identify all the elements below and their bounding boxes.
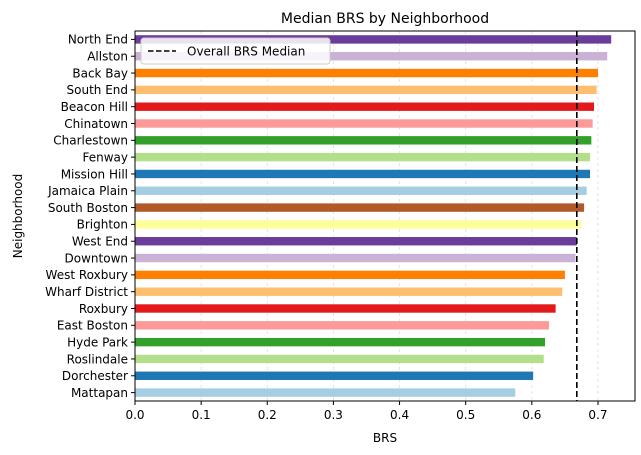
y-tick-label: West End — [72, 235, 128, 249]
y-tick-label: Wharf District — [45, 285, 128, 299]
y-tick-label: Beacon Hill — [61, 100, 128, 114]
bar — [135, 169, 591, 179]
x-tick-label: 0.4 — [390, 408, 409, 422]
y-tick-label: Brighton — [77, 218, 128, 232]
y-tick-label: South Boston — [48, 201, 128, 215]
y-tick-label: Back Bay — [72, 66, 128, 80]
y-tick-label: North End — [68, 33, 128, 47]
legend: Overall BRS Median — [140, 37, 331, 65]
bar — [135, 253, 576, 263]
bar — [135, 270, 565, 280]
bar — [135, 119, 593, 128]
y-tick-label: Roslindale — [67, 352, 128, 366]
bar — [135, 68, 598, 78]
x-tick-label: 0.6 — [522, 408, 541, 422]
y-tick-label: West Roxbury — [46, 268, 128, 282]
x-tick-label: 0.5 — [456, 408, 475, 422]
bar — [135, 354, 544, 364]
x-axis-ticks: 0.0 0.1 0.2 0.3 0.4 0.5 0.6 0.7 — [125, 401, 608, 422]
y-tick-label: Charlestown — [53, 134, 128, 148]
bar — [135, 388, 516, 397]
bar — [135, 371, 534, 380]
bar — [135, 321, 550, 330]
chart-title: Median BRS by Neighborhood — [281, 11, 489, 27]
y-axis-label: Neighborhood — [11, 174, 25, 259]
bar — [135, 237, 577, 246]
bar — [135, 337, 546, 347]
y-tick-label: Allston — [87, 50, 128, 64]
bar — [135, 304, 556, 313]
bar — [135, 136, 592, 145]
x-tick-label: 0.7 — [588, 408, 607, 422]
y-tick-label: Chinatown — [64, 117, 128, 131]
y-tick-label: Hyde Park — [67, 335, 128, 349]
y-tick-label: South End — [67, 83, 129, 97]
x-tick-label: 0.3 — [324, 408, 343, 422]
x-tick-label: 0.2 — [258, 408, 277, 422]
legend-box — [140, 37, 331, 65]
y-tick-label: Mattapan — [71, 386, 128, 400]
y-tick-label: Fenway — [82, 150, 128, 164]
bar — [135, 152, 591, 162]
bar — [135, 220, 582, 229]
x-tick-label: 0.0 — [125, 408, 144, 422]
bars — [135, 35, 612, 397]
x-tick-label: 0.1 — [192, 408, 211, 422]
y-tick-label: East Boston — [57, 319, 128, 333]
bar — [135, 287, 563, 296]
x-axis-label: BRS — [373, 431, 397, 445]
y-tick-label: Roxbury — [79, 302, 128, 316]
bar — [135, 102, 594, 111]
legend-entry: Overall BRS Median — [187, 45, 305, 59]
bar — [135, 52, 608, 61]
y-tick-label: Mission Hill — [61, 167, 128, 181]
bar — [135, 35, 612, 44]
bar — [135, 203, 585, 212]
bar — [135, 85, 597, 95]
y-tick-label: Jamaica Plain — [47, 184, 128, 198]
bar — [135, 186, 587, 195]
y-axis-ticks: North End Allston Back Bay South End Beacon … — [45, 33, 135, 400]
y-tick-label: Dorchester — [62, 369, 128, 383]
plot-frame — [134, 30, 636, 402]
y-tick-label: Downtown — [65, 251, 128, 265]
